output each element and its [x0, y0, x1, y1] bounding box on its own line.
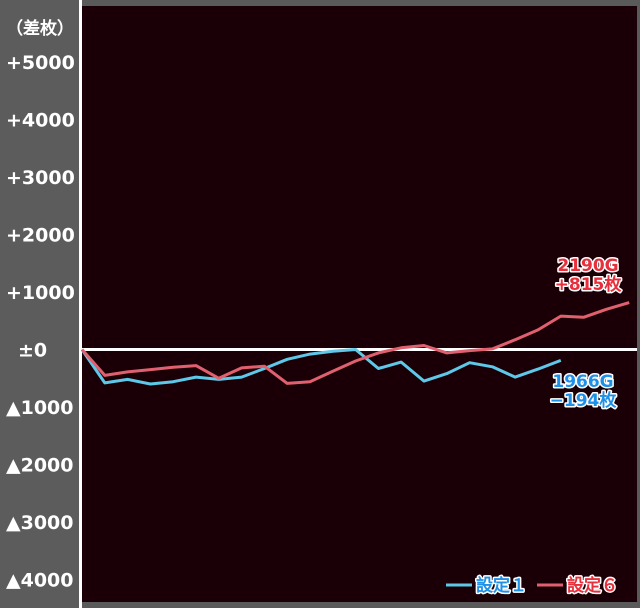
legend-label-series-6: 設定６	[567, 575, 618, 596]
series-lines	[80, 301, 630, 386]
plot-area	[82, 6, 637, 602]
y-axis-panel	[0, 0, 80, 608]
y-tick-label: ▲2000	[6, 455, 74, 477]
y-tick-label: ±0	[18, 340, 47, 362]
y-axis-line	[79, 0, 82, 608]
legend-label-series-1: 設定１	[476, 575, 527, 596]
y-tick-label: +2000	[6, 225, 75, 247]
y-tick-labels: +5000 +4000 +3000 +2000 +1000 ±0 ▲1000 ▲2000 ▲30…	[6, 52, 75, 592]
end-annotations: 2190G +815枚 1966G −194枚	[548, 255, 624, 413]
series-6-end-diff: +815枚	[555, 274, 623, 295]
y-tick-label: +3000	[6, 167, 75, 189]
y-unit-label: （差枚）	[6, 18, 74, 39]
y-tick-label: +1000	[6, 282, 75, 304]
series-1-end-diff: −194枚	[550, 390, 618, 411]
series-1-end-games: 1966G	[552, 372, 613, 392]
y-tick-label: +4000	[6, 110, 75, 132]
series-line-1	[80, 348, 562, 386]
series-6-end-games: 2190G	[557, 256, 618, 276]
y-tick-label: +5000	[6, 52, 75, 74]
y-tick-label: ▲3000	[6, 512, 74, 534]
series-line-6	[80, 301, 630, 385]
legend: 設定１ 設定６	[446, 574, 620, 598]
y-tick-label: ▲1000	[6, 397, 74, 419]
y-tick-label: ▲4000	[6, 570, 74, 592]
